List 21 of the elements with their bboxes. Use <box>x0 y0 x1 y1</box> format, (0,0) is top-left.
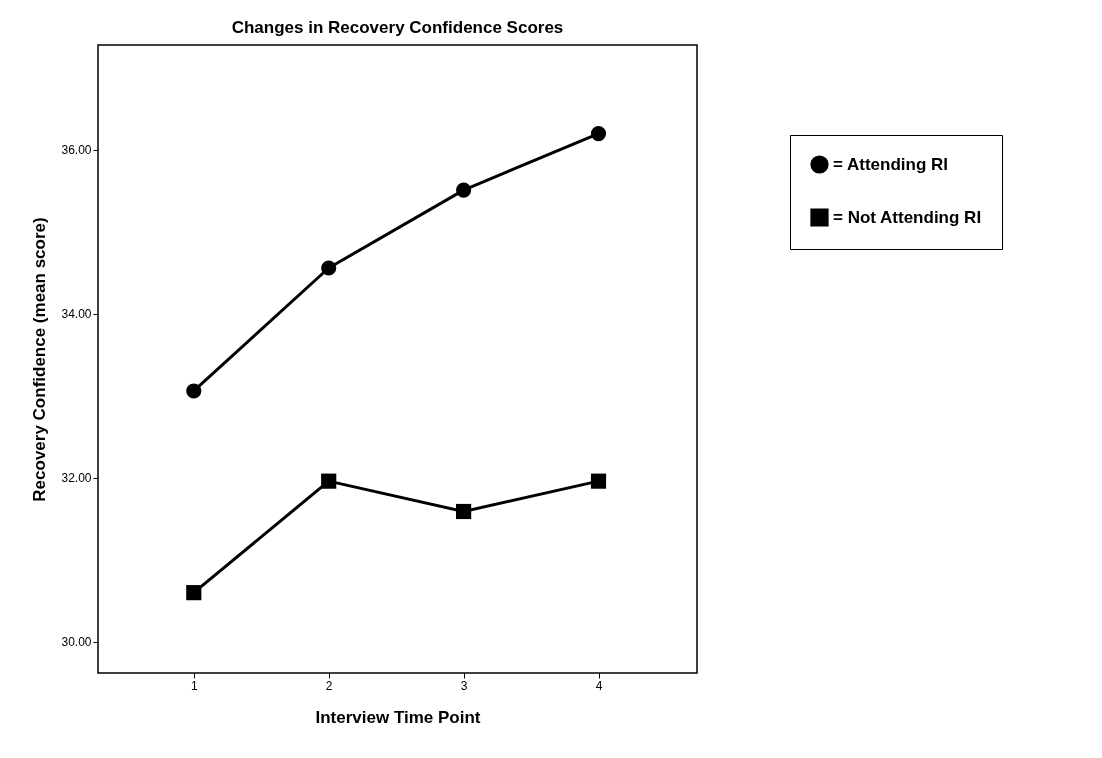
point <box>186 585 202 601</box>
x-tick-label: 3 <box>460 678 468 693</box>
legend-label: = Attending RI <box>833 154 949 174</box>
x-tick-label: 1 <box>190 678 198 693</box>
point <box>321 260 337 276</box>
x-tick-label: 2 <box>325 678 333 693</box>
point <box>456 503 472 520</box>
point <box>186 383 202 399</box>
point <box>321 473 337 489</box>
point <box>456 182 472 198</box>
point <box>590 125 607 142</box>
x-tick-label: 4 <box>595 678 603 693</box>
y-axis-title: Recovery Confidence (mean score) <box>30 217 50 502</box>
x-axis-title: Interview Time Point <box>315 707 481 727</box>
y-tick-label: 36.00 <box>61 143 92 158</box>
y-tick-label: 32.00 <box>61 471 92 486</box>
y-tick-label: 30.00 <box>61 635 92 650</box>
legend-label: = Not Attending RI <box>833 207 982 227</box>
chart-title: Changes in Recovery Confidence Scores <box>231 18 564 37</box>
point <box>590 473 607 489</box>
y-tick-label: 34.00 <box>61 307 92 322</box>
